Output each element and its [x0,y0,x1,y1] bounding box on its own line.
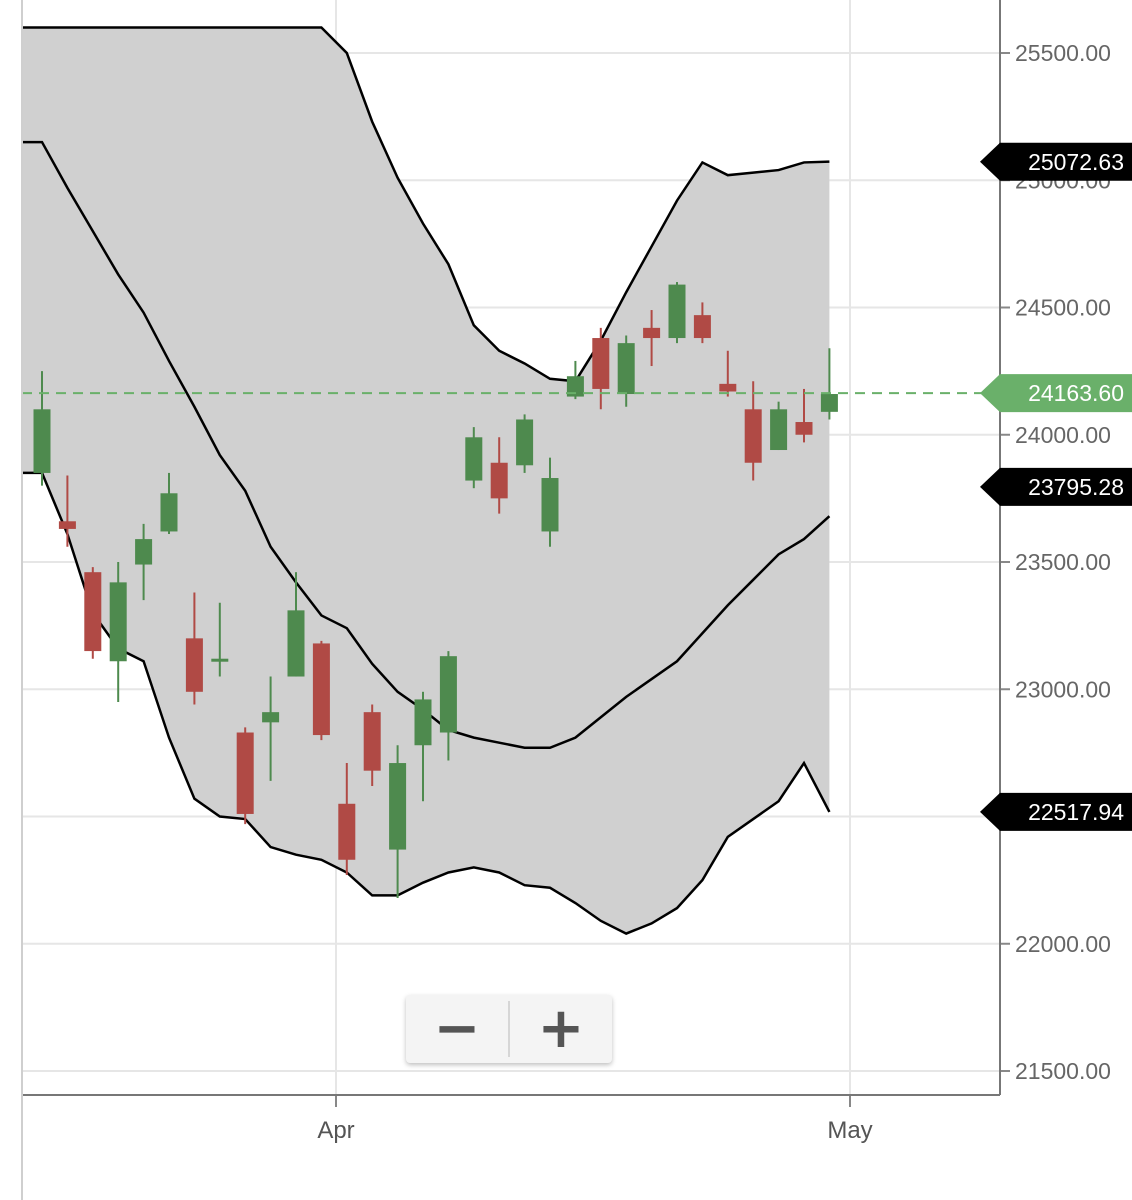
candle [109,562,127,702]
candle [592,327,610,410]
candle-body [592,338,610,389]
candle [312,640,330,741]
candle [770,401,788,451]
candle-body [33,409,51,473]
zoom-divider [508,1001,510,1057]
candle [135,523,153,601]
candle [617,335,635,407]
candle [58,475,76,547]
candle-body [389,763,407,850]
candle-body [287,610,305,677]
upper-band-line [22,26,830,383]
y-tick-label: 24500.00 [1015,295,1111,321]
candle [465,427,483,489]
candle-body [617,343,635,395]
x-tick-label: May [827,1117,872,1144]
y-tick-label: 21500.00 [1015,1058,1111,1084]
candle [719,350,737,397]
candle-body [211,658,229,662]
candle [820,348,838,420]
price-tag-label: 23795.28 [1028,474,1124,500]
candle [262,676,280,781]
candle [211,602,229,677]
candle-body [668,284,686,339]
price-tag-label: 24163.60 [1028,380,1124,406]
candle-body [770,409,788,451]
candle-body [236,732,254,814]
candle-body [414,699,432,746]
price-tag: 23795.28 [980,467,1132,506]
candle [160,472,178,535]
candle [287,572,305,677]
band-fill [22,27,830,934]
candle [236,727,254,825]
candle-body [516,419,534,466]
y-tick-label: 23000.00 [1015,676,1111,702]
candle-body [439,656,457,733]
candle-body [693,315,711,339]
price-tags: 25072.63 24163.60 23795.28 22517.94 [980,142,1132,831]
candles [22,282,985,898]
y-tick-label: 22000.00 [1015,931,1111,957]
candle [795,388,813,443]
y-tick-label: 24000.00 [1015,422,1111,448]
price-tag-shape [980,792,1132,831]
price-tag-label: 22517.94 [1028,799,1124,825]
candle-body [566,376,584,397]
y-tick-label: 23500.00 [1015,549,1111,575]
price-tag-shape [980,374,1132,413]
candle-body [541,478,559,532]
zoom-in-button[interactable]: + [537,996,585,1061]
lower-band-line [22,471,831,935]
candle-body [643,327,661,339]
candle [744,381,762,481]
zoom-control: − + [406,995,612,1063]
candle-body [135,539,153,565]
zoom-out-button[interactable]: − [433,996,481,1061]
candle [643,310,661,367]
candle-body [338,803,356,860]
candle [516,414,534,473]
candle-body [795,422,813,435]
candle-body [744,409,762,463]
candle [363,704,381,786]
candle-body [465,437,483,481]
candle-body [109,582,127,662]
candle [439,651,457,761]
candle [668,282,686,344]
candle-body [363,712,381,771]
candle-body [719,383,737,392]
candle [33,371,51,486]
price-tag-shape [980,142,1132,181]
candle [84,567,102,659]
candle-body [312,643,330,736]
price-tag-shape [980,467,1132,506]
candle-body [58,521,76,529]
axes [21,0,1010,1200]
candle-body [820,394,838,412]
candle [185,592,203,705]
bollinger-bands [22,26,831,935]
candle-body [185,638,203,692]
price-tag: 22517.94 [980,792,1132,831]
candle [389,745,407,898]
candle-body [84,572,102,652]
price-tag: 25072.63 [980,142,1132,181]
candle [693,302,711,344]
candle-body [160,493,178,532]
price-tag-label: 25072.63 [1028,149,1124,175]
candle-body [490,462,508,499]
x-tick-label: Apr [317,1117,354,1144]
y-tick-label: 25500.00 [1015,40,1111,66]
candle [338,763,356,876]
candle [490,437,508,514]
price-tag: 24163.60 [980,374,1132,413]
candle [541,457,559,547]
candle [414,691,432,802]
candle-body [262,712,280,723]
tick-labels: 25500.0025000.0024500.0024000.0023500.00… [317,40,1111,1144]
